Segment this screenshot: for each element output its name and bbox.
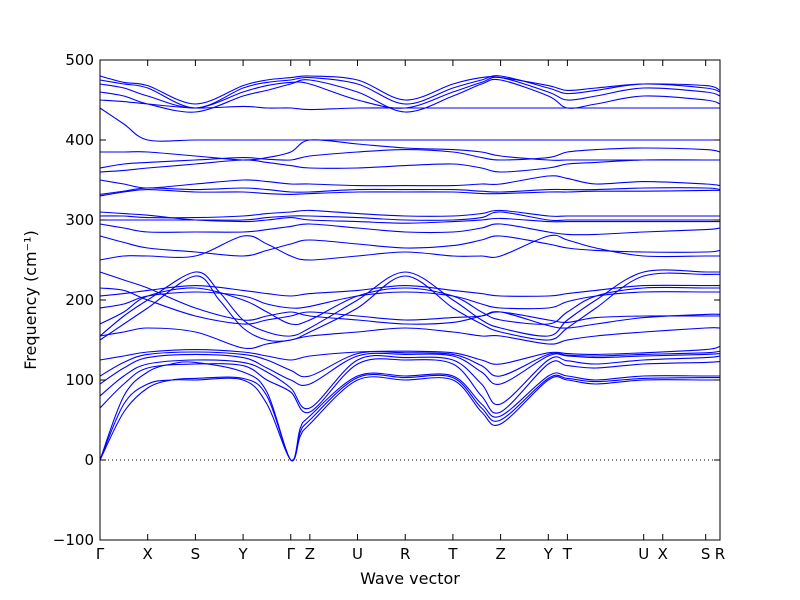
band-line-8 (99, 345, 721, 365)
band-line-33 (99, 75, 721, 109)
x-tick-label: U (638, 545, 649, 563)
x-tick-label: Z (495, 545, 505, 563)
band-line-14 (99, 287, 720, 325)
x-tick-label: Y (543, 545, 554, 563)
band-line-34 (99, 75, 721, 105)
band-line-22 (99, 211, 720, 224)
band-line-18 (99, 235, 721, 257)
x-tick-label: Z (305, 545, 315, 563)
y-axis-label: Frequency (cm⁻¹) (21, 230, 40, 369)
band-line-26 (99, 159, 720, 173)
y-axis-ticks: −100 0 100 200 300 400 500 (53, 51, 720, 549)
band-line-6 (99, 352, 721, 386)
band-line-25 (99, 175, 721, 189)
band-line-29 (99, 107, 720, 142)
band-line-1 (99, 376, 720, 462)
band-line-9 (99, 272, 721, 342)
x-tick-label: X (143, 545, 153, 563)
band-line-24 (99, 187, 721, 195)
band-line-27 (99, 147, 721, 169)
band-line-23 (99, 189, 721, 197)
band-line-12 (99, 291, 720, 310)
x-tick-label: T (447, 545, 458, 563)
x-tick-label: T (562, 545, 573, 563)
y-tick-label: 300 (65, 211, 94, 229)
x-tick-label: S (191, 545, 201, 563)
band-line-5 (99, 354, 721, 410)
band-line-16 (99, 327, 721, 350)
x-tick-label: Y (237, 545, 248, 563)
y-tick-label: 500 (65, 51, 94, 69)
x-tick-label: Γ (96, 545, 105, 563)
y-tick-label: −100 (53, 531, 94, 549)
band-line-17 (99, 234, 720, 261)
band-lines-group (99, 75, 721, 462)
band-line-21 (99, 209, 720, 219)
band-line-31 (99, 78, 721, 113)
band-line-4 (99, 358, 721, 414)
x-axis-label: Wave vector (360, 569, 460, 588)
x-tick-label: S (701, 545, 711, 563)
band-line-7 (99, 350, 721, 378)
y-tick-label: 200 (65, 291, 94, 309)
x-tick-label: X (658, 545, 668, 563)
y-tick-label: 100 (65, 371, 94, 389)
band-line-2 (99, 373, 721, 462)
y-tick-label: 400 (65, 131, 94, 149)
x-tick-label: Γ (287, 545, 296, 563)
band-line-15 (99, 271, 721, 329)
band-line-13 (99, 284, 720, 297)
band-line-3 (99, 361, 720, 462)
band-line-19 (99, 223, 721, 236)
band-line-28 (99, 139, 720, 161)
y-tick-label: 0 (84, 451, 94, 469)
x-tick-label: R (400, 545, 410, 563)
band-line-10 (99, 269, 720, 337)
x-tick-label: R (715, 545, 725, 563)
x-tick-label: U (352, 545, 363, 563)
